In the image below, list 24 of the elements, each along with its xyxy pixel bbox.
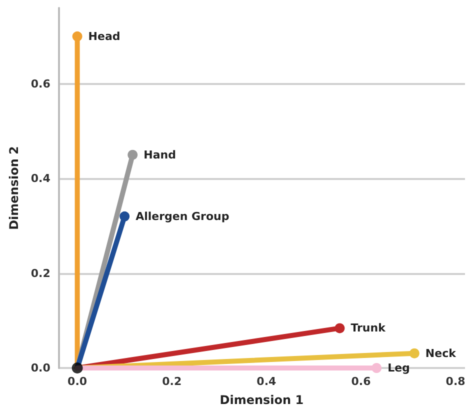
x-tick-label: 0.6 <box>351 375 372 388</box>
x-axis-title: Dimension 1 <box>220 393 304 407</box>
point <box>334 323 345 334</box>
point <box>72 31 82 42</box>
y-axis-title: Dimension 2 <box>7 146 21 230</box>
point <box>372 363 382 373</box>
series-label: Leg <box>388 362 410 374</box>
y-tick-label: 0.2 <box>30 266 50 280</box>
series-label: Trunk <box>350 322 386 335</box>
x-tick-label: 0.2 <box>162 375 182 388</box>
y-tick-label: 0.0 <box>30 362 51 374</box>
series-label: Hand <box>144 148 176 162</box>
y-tick-label: 0.4 <box>30 172 51 186</box>
x-tick-label: 0.0 <box>68 375 88 388</box>
series-label: Head <box>88 30 120 43</box>
point <box>409 348 420 358</box>
point <box>128 150 138 160</box>
point <box>120 211 130 222</box>
series-label: Neck <box>425 346 457 360</box>
y-tick-label: 0.6 <box>30 77 51 90</box>
x-tick-label: 0.4 <box>256 375 277 388</box>
point <box>72 362 83 374</box>
x-tick-label: 0.8 <box>446 375 466 388</box>
series-label: Allergen Group <box>136 210 230 223</box>
